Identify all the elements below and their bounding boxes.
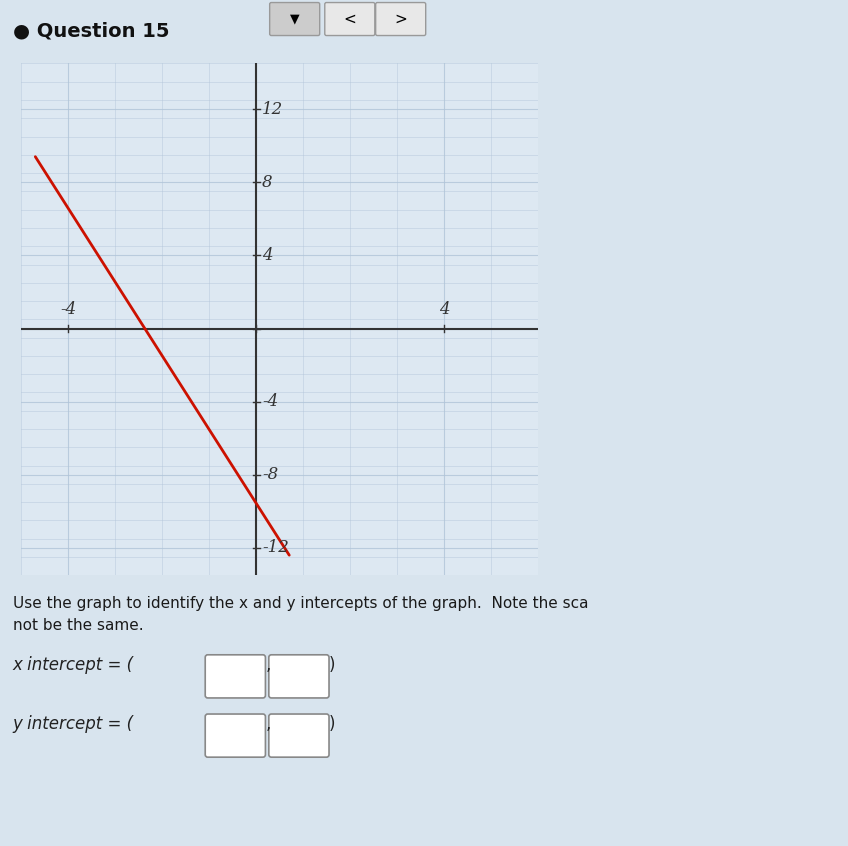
Text: -8: -8 (262, 466, 278, 483)
Text: Use the graph to identify the x and y intercepts of the graph.  Note the sca: Use the graph to identify the x and y in… (13, 596, 589, 612)
Text: ▼: ▼ (290, 13, 299, 25)
Text: <: < (343, 12, 356, 26)
Text: x intercept = (: x intercept = ( (13, 656, 134, 673)
Text: not be the same.: not be the same. (13, 618, 143, 633)
Text: ): ) (329, 715, 336, 733)
Text: -4: -4 (262, 393, 278, 410)
Text: -4: -4 (60, 300, 76, 317)
Text: 4: 4 (262, 247, 272, 264)
Text: >: > (394, 12, 407, 26)
Text: ,: , (265, 656, 271, 673)
Text: ): ) (329, 656, 336, 673)
Text: 8: 8 (262, 173, 272, 190)
Text: y intercept = (: y intercept = ( (13, 715, 134, 733)
Text: 12: 12 (262, 101, 283, 118)
Text: ● Question 15: ● Question 15 (13, 21, 170, 40)
Text: 4: 4 (439, 300, 449, 317)
Text: -12: -12 (262, 540, 289, 557)
Text: ,: , (265, 715, 271, 733)
